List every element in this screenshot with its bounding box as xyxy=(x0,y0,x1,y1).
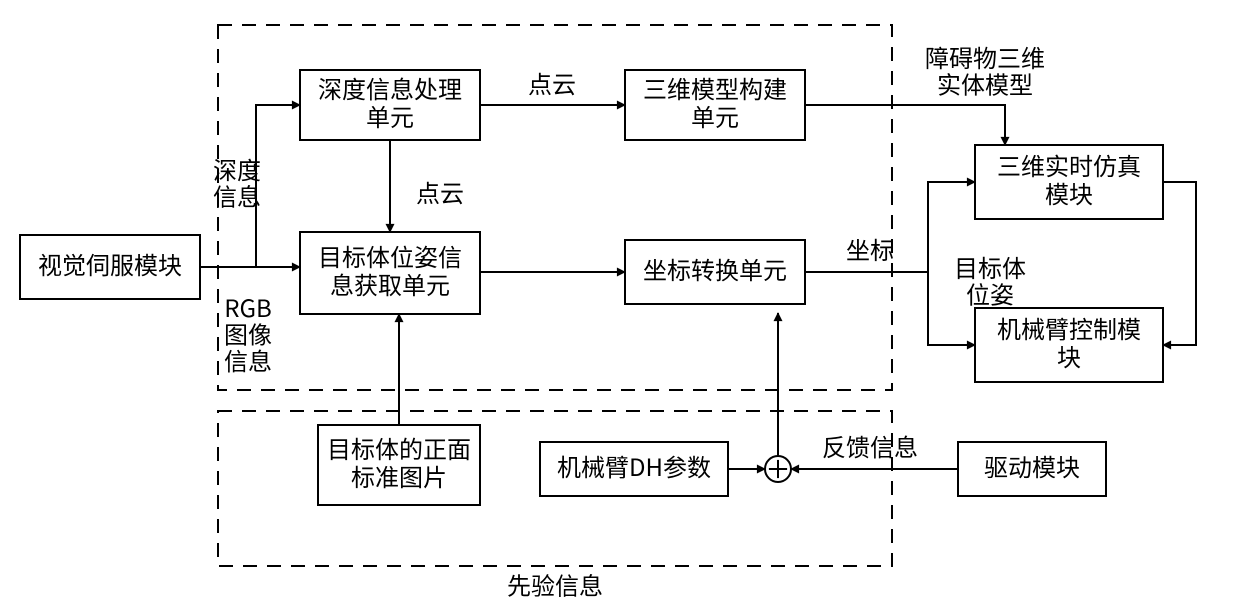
e-sim-arm xyxy=(1163,182,1196,345)
e-vs-target-label: RGB图像信息 xyxy=(224,289,272,377)
n-visual-servo-label: 视觉伺服模块 xyxy=(38,246,182,281)
n-drive-label: 驱动模块 xyxy=(984,448,1080,483)
e-3dmodel-out-label: 障碍物三维实体模型 xyxy=(925,39,1045,100)
e-vs-depth-label: 深度信息 xyxy=(213,151,261,212)
e-vs-depth xyxy=(256,105,300,267)
region-lower-label: 先验信息 xyxy=(507,567,603,602)
e-coord-arm-label: 目标体位姿 xyxy=(954,249,1026,310)
n-dh-params-label: 机械臂DH参数 xyxy=(557,448,711,483)
n-coord-trans-label: 坐标转换单元 xyxy=(643,251,787,286)
n-target-pose-label: 目标体位姿信息获取单元 xyxy=(318,237,462,300)
e-depth-3dmodel-label: 点云 xyxy=(528,65,576,100)
e-drive-plus-label: 反馈信息 xyxy=(822,428,918,463)
e-3dmodel-out xyxy=(805,105,1005,145)
e-depth-target-label: 点云 xyxy=(416,174,464,209)
e-coord-split-label: 坐标 xyxy=(846,231,894,266)
